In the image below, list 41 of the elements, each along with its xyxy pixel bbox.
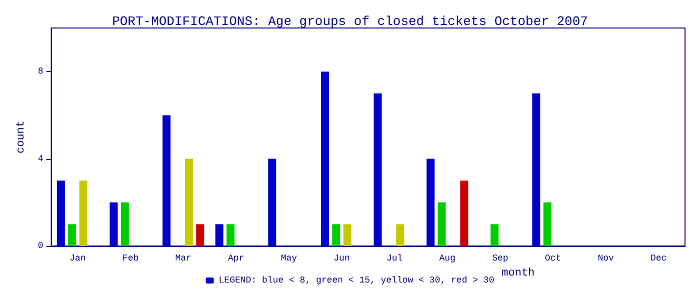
bar: [120, 202, 129, 246]
bar: [320, 72, 329, 246]
bar: [162, 115, 171, 246]
bar: [79, 180, 88, 246]
bar: [396, 224, 404, 246]
x-tick-label: Jan: [70, 254, 86, 264]
bar: [110, 202, 118, 246]
x-tick-label: Sep: [492, 254, 508, 264]
bar: [68, 224, 76, 246]
bar: [215, 224, 224, 246]
y-axis-title: count: [16, 120, 28, 154]
x-tick-label: Jul: [386, 254, 403, 264]
bar: [268, 158, 276, 246]
bar: [196, 224, 204, 246]
bar: [226, 224, 235, 246]
bar: [490, 224, 499, 246]
bar: [438, 202, 446, 246]
x-tick-label: Apr: [228, 254, 244, 264]
y-tick-label: 4: [38, 154, 44, 164]
chart-title: PORT-MODIFICATIONS: Age groups of closed tickets October 2007: [112, 14, 588, 29]
x-tick-label: Dec: [650, 254, 667, 264]
bar: [532, 93, 540, 246]
x-tick-label: Aug: [439, 254, 456, 264]
y-tick-label: 8: [38, 66, 44, 77]
bar: [460, 180, 468, 246]
bar: [343, 224, 352, 246]
bar: [332, 224, 340, 246]
bar: [374, 93, 382, 246]
bar: [184, 158, 193, 246]
legend-label: LEGEND: blue < 8, green < 15, yellow < 30, red > 30: [218, 276, 494, 286]
x-tick-label: Feb: [122, 254, 139, 264]
bar: [56, 180, 65, 246]
x-tick-label: May: [280, 254, 298, 264]
bar: [426, 158, 435, 246]
x-tick-label: Jun: [334, 254, 350, 264]
bar: [543, 202, 552, 246]
x-tick-label: Mar: [175, 254, 192, 264]
y-tick-label: 0: [38, 241, 44, 251]
x-tick-label: Nov: [598, 254, 614, 264]
x-axis-title: month: [502, 268, 535, 280]
x-tick-label: Oct: [544, 254, 562, 264]
